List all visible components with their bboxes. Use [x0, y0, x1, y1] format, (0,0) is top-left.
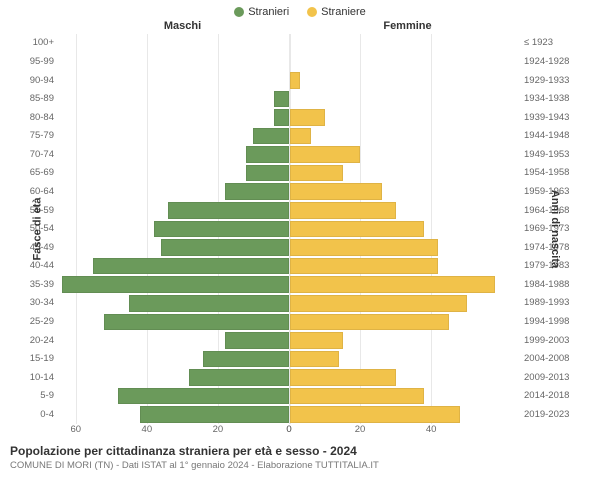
y-axis-title-left: Fasce di età: [31, 198, 43, 261]
header-female: Femmine: [295, 20, 520, 32]
bar-female: [290, 314, 450, 331]
y-axis-title-right: Anni di nascita: [549, 190, 561, 268]
age-label: 5-9: [22, 387, 58, 406]
age-label: 30-34: [22, 294, 58, 313]
year-label: 2014-2018: [520, 387, 578, 406]
age-label: 95-99: [22, 52, 58, 71]
bar-male: [246, 165, 289, 182]
age-label: 35-39: [22, 275, 58, 294]
x-tick: 20: [213, 424, 224, 435]
bar-male: [168, 202, 289, 219]
year-label: 1999-2003: [520, 331, 578, 350]
bar-female: [290, 369, 396, 386]
bar-female: [290, 183, 382, 200]
age-label: 75-79: [22, 127, 58, 146]
age-label: 65-69: [22, 164, 58, 183]
year-label: 1989-1993: [520, 294, 578, 313]
bar-male: [246, 146, 289, 163]
column-headers: Maschi Femmine: [0, 20, 600, 32]
bar-female: [290, 332, 343, 349]
bar-male: [129, 295, 289, 312]
bar-male: [225, 332, 289, 349]
age-label: 90-94: [22, 71, 58, 90]
year-label: 1929-1933: [520, 71, 578, 90]
legend-dot-male: [234, 7, 244, 17]
bar-female: [290, 165, 343, 182]
legend-item-male: Stranieri: [234, 6, 289, 18]
bar-male: [118, 388, 288, 405]
chart-title: Popolazione per cittadinanza straniera p…: [10, 444, 590, 458]
plot-area: [58, 34, 520, 424]
bar-female: [290, 221, 425, 238]
bar-male: [161, 239, 289, 256]
chart-subtitle: COMUNE DI MORI (TN) - Dati ISTAT al 1° g…: [10, 460, 590, 471]
year-label: 2009-2013: [520, 368, 578, 387]
pyramid-chart: Fasce di età Anni di nascita 0-45-910-14…: [0, 34, 600, 424]
age-label: 10-14: [22, 368, 58, 387]
bar-female: [290, 146, 361, 163]
bar-male: [154, 221, 289, 238]
legend-item-female: Straniere: [307, 6, 366, 18]
age-labels: 0-45-910-1415-1920-2425-2930-3435-3940-4…: [0, 34, 58, 424]
legend-label-male: Stranieri: [248, 6, 289, 18]
plot-male: [58, 34, 290, 424]
bar-female: [290, 406, 460, 423]
bar-female: [290, 128, 311, 145]
footer: Popolazione per cittadinanza straniera p…: [0, 438, 600, 471]
x-tick: 40: [426, 424, 437, 435]
bar-female: [290, 72, 301, 89]
year-label: 1954-1958: [520, 164, 578, 183]
x-axis: 6040200 02040: [58, 424, 520, 438]
bar-female: [290, 295, 467, 312]
age-label: 20-24: [22, 331, 58, 350]
bar-male: [203, 351, 288, 368]
bar-male: [274, 91, 288, 108]
bar-female: [290, 276, 496, 293]
age-label: 70-74: [22, 145, 58, 164]
year-label: 1994-1998: [520, 313, 578, 332]
bar-male: [225, 183, 289, 200]
age-label: 15-19: [22, 350, 58, 369]
year-label: ≤ 1923: [520, 34, 578, 53]
year-label: 1984-1988: [520, 275, 578, 294]
bar-male: [253, 128, 288, 145]
bar-male: [189, 369, 288, 386]
age-label: 80-84: [22, 108, 58, 127]
plot-female: [290, 34, 521, 424]
x-tick: 20: [355, 424, 366, 435]
bar-male: [93, 258, 288, 275]
x-tick: 60: [70, 424, 81, 435]
year-label: 2004-2008: [520, 350, 578, 369]
bar-female: [290, 239, 439, 256]
bar-female: [290, 109, 325, 126]
bar-male: [140, 406, 289, 423]
year-label: 1944-1948: [520, 127, 578, 146]
bar-female: [290, 388, 425, 405]
legend-dot-female: [307, 7, 317, 17]
year-label: 1924-1928: [520, 52, 578, 71]
bar-female: [290, 258, 439, 275]
year-label: 1934-1938: [520, 90, 578, 109]
legend-label-female: Straniere: [321, 6, 366, 18]
bar-male: [62, 276, 289, 293]
header-male: Maschi: [70, 20, 295, 32]
age-label: 100+: [22, 34, 58, 53]
year-label: 1949-1953: [520, 145, 578, 164]
age-label: 85-89: [22, 90, 58, 109]
year-label: 2019-2023: [520, 405, 578, 424]
bar-male: [274, 109, 288, 126]
bar-female: [290, 351, 340, 368]
year-label: 1939-1943: [520, 108, 578, 127]
age-label: 0-4: [22, 405, 58, 424]
age-label: 25-29: [22, 313, 58, 332]
x-tick: 40: [142, 424, 153, 435]
bar-male: [104, 314, 288, 331]
legend: Stranieri Straniere: [0, 0, 600, 18]
x-tick: 0: [286, 424, 291, 435]
bar-female: [290, 202, 396, 219]
